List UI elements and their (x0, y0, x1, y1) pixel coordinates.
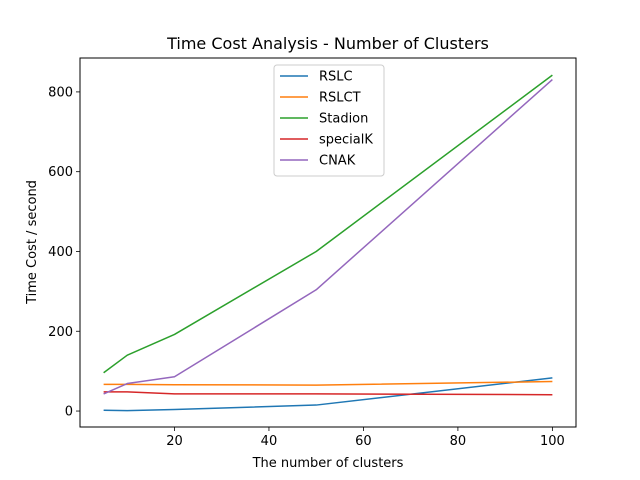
chart-title: Time Cost Analysis - Number of Clusters (166, 34, 489, 53)
x-tick-label: 40 (261, 434, 278, 449)
legend-frame (273, 64, 385, 177)
legend-label-stadion: Stadion (319, 112, 368, 127)
series-layer (103, 74, 553, 412)
y-axis: 0 200 400 600 800 (48, 85, 80, 420)
y-tick-label: 600 (48, 165, 73, 180)
series-line-rslc (103, 377, 553, 412)
x-tick-label: 100 (540, 434, 565, 449)
legend: RSLC RSLCT Stadion specialK CNAK (273, 64, 385, 177)
y-tick-label: 400 (48, 245, 73, 260)
x-tick-label: 60 (355, 434, 372, 449)
y-tick-label: 0 (65, 405, 73, 420)
series-line-stadion (103, 74, 553, 374)
series-line-specialk (103, 391, 553, 396)
x-axis: 20 40 60 80 100 (166, 427, 565, 449)
x-tick-label: 20 (166, 434, 183, 449)
series-line-rslct (103, 380, 553, 386)
x-axis-label: The number of clusters (252, 456, 404, 471)
x-tick-label: 80 (450, 434, 467, 449)
legend-label-specialk: specialK (319, 133, 373, 148)
series-line-cnak (103, 78, 553, 395)
legend-label-rslc: RSLC (319, 70, 353, 85)
legend-label-rslct: RSLCT (319, 91, 361, 106)
plot-frame (79, 57, 577, 428)
y-tick-label: 800 (48, 85, 73, 100)
y-axis-label: Time Cost / second (25, 180, 40, 305)
legend-label-cnak: CNAK (319, 154, 356, 169)
y-tick-label: 200 (48, 325, 73, 340)
